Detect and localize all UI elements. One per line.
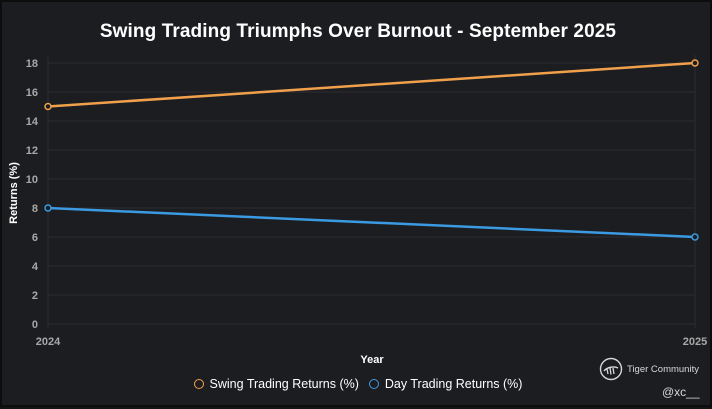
brand-watermark: Tiger Community [599, 357, 699, 381]
x-axis-title: Year [360, 354, 384, 366]
chart-title: Swing Trading Triumphs Over Burnout - Se… [99, 21, 617, 42]
y-tick-label: 16 [26, 87, 38, 99]
legend-item-swing[interactable]: Swing Trading Returns (%) [193, 377, 359, 391]
legend-swatch-day [368, 379, 379, 389]
legend-label-day: Day Trading Returns (%) [384, 377, 523, 391]
y-tick-label: 6 [32, 232, 38, 244]
legend-swatch-swing [193, 379, 204, 389]
y-tick-label: 2 [32, 290, 38, 302]
series-point-0[interactable] [691, 59, 699, 67]
series-point-0[interactable] [44, 102, 52, 111]
y-axis-title: Returns (%) [8, 162, 20, 224]
y-tick-label: 14 [26, 116, 39, 128]
y-tick-label: 12 [26, 145, 38, 157]
y-tick-label: 8 [32, 203, 38, 215]
x-tick-label: 2025 [683, 336, 707, 348]
y-tick-label: 0 [32, 319, 38, 331]
series-point-1[interactable] [44, 204, 52, 212]
y-tick-label: 4 [32, 261, 39, 273]
series-point-1[interactable] [691, 233, 699, 241]
legend-item-day[interactable]: Day Trading Returns (%) [368, 377, 523, 391]
tiger-logo-icon [599, 357, 623, 381]
y-axis-ticks: 0 2 4 6 8 10 12 14 16 18 [26, 58, 39, 331]
x-tick-label: 2024 [36, 336, 61, 348]
grid-lines [47, 55, 696, 328]
series-group [44, 59, 699, 241]
y-tick-label: 10 [26, 174, 38, 186]
series-line-1 [47, 206, 696, 239]
series-line-0 [47, 61, 696, 108]
brand-name: Tiger Community [627, 363, 699, 375]
x-axis-ticks: 2024 2025 [36, 336, 707, 348]
y-tick-label: 18 [26, 58, 38, 70]
legend: Swing Trading Returns (%) Day Trading Re… [2, 377, 712, 391]
legend-label-swing: Swing Trading Returns (%) [209, 377, 359, 391]
author-handle: @xc__ [662, 385, 700, 399]
